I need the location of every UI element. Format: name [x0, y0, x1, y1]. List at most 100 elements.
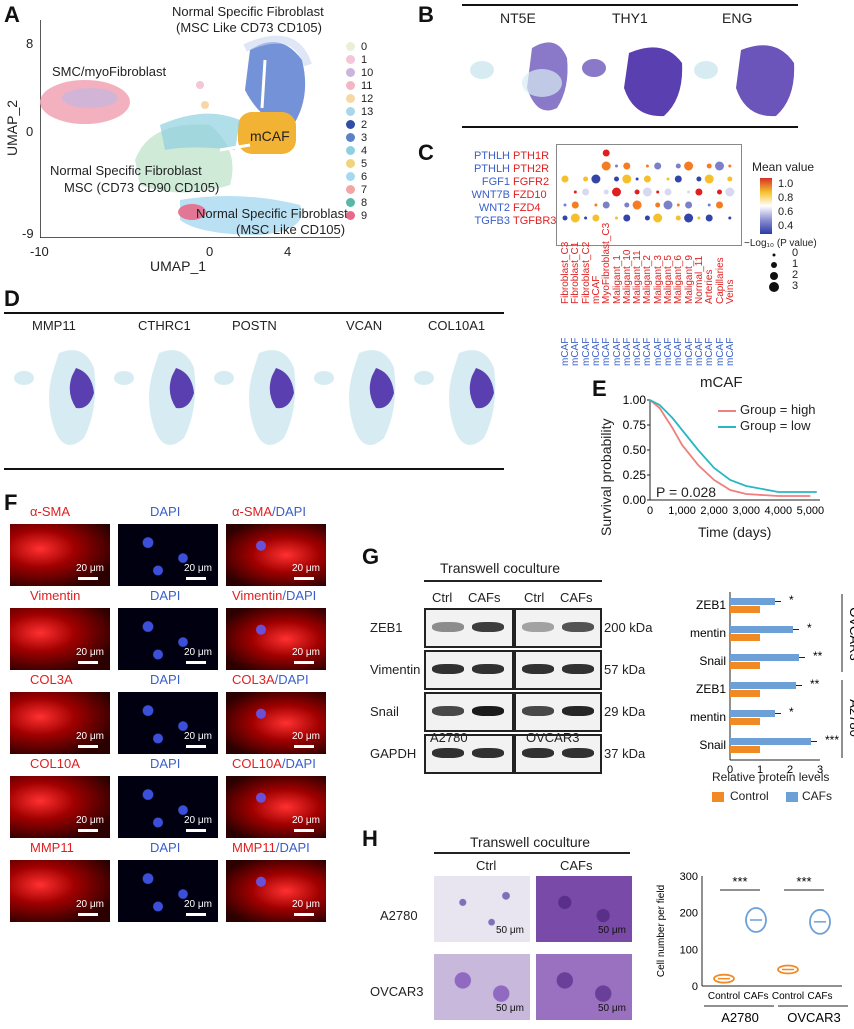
legend-item-2: 2	[346, 118, 386, 131]
g-bar-significance: **	[810, 677, 820, 691]
km-line-low	[649, 399, 817, 493]
dot-2-16	[727, 176, 733, 182]
legend-item-3: 3	[346, 131, 386, 144]
dot-3-12	[687, 190, 691, 194]
dot-2-13	[696, 176, 702, 182]
f-merge-label: MMP11/DAPI	[232, 840, 310, 855]
f-merge-marker: α-SMA	[232, 504, 273, 519]
h-ytick: 100	[680, 944, 698, 956]
label-nsm2: MSC (CD73 CD90 CD105)	[64, 180, 220, 195]
h-ytick: 300	[680, 871, 698, 883]
g-legend-control: Control	[730, 789, 769, 803]
dot-2-5	[614, 176, 619, 182]
g-band	[432, 748, 464, 758]
dot-5-3	[592, 214, 600, 222]
ligand-label: TGFB3	[474, 215, 510, 227]
legend-swatch	[346, 81, 355, 90]
column-prefix: mCAF	[570, 337, 582, 366]
dot-3-1	[573, 190, 577, 194]
km-ytick: 0.00	[623, 493, 647, 507]
dot-1-8	[645, 164, 649, 168]
km-legend-high: Group = high	[740, 402, 816, 417]
km-legend-low: Group = low	[740, 418, 811, 433]
km-line-high	[649, 399, 811, 497]
dot-5-16	[728, 216, 732, 220]
dot-5-14	[705, 214, 713, 222]
umap-ytick-neg9: -9	[22, 226, 34, 241]
f-scale-bar	[186, 577, 206, 580]
panel-label-d: D	[4, 286, 20, 311]
g-bar-cafs	[730, 682, 796, 689]
legend-item-6: 6	[346, 170, 386, 183]
legend-label: 4	[361, 144, 368, 157]
column-label: MyoFibroblast_C3	[601, 222, 613, 304]
h-xtick: Control	[772, 991, 804, 1002]
h-significance: ***	[732, 874, 747, 889]
g-band	[522, 748, 554, 758]
g-bar-control	[730, 746, 760, 753]
panel-b-topline	[462, 4, 798, 6]
f-merge-label: COL3A/DAPI	[232, 672, 309, 687]
g-band	[562, 664, 594, 674]
receptor-label: FZD4	[513, 202, 541, 214]
label-nsf3b: (MSC Like CD105)	[236, 222, 346, 237]
f-merge-label: α-SMA/DAPI	[232, 504, 306, 519]
dot-3-7	[634, 189, 640, 195]
km-chart: 1.00 0.75 0.50 0.25 0.00 0 1,000 2,000 3,000 4,00…	[560, 392, 850, 547]
legend-swatch	[346, 94, 355, 103]
dot-3-10	[664, 188, 672, 196]
f-scale-bar	[78, 577, 98, 580]
f-scale-bar	[186, 661, 206, 664]
g-blot-box	[424, 608, 514, 648]
f-scale-bar	[294, 913, 314, 916]
f-merge-label: Vimentin/DAPI	[232, 588, 316, 603]
g-blot-box	[424, 734, 514, 774]
pval-title: −Log₁₀ (P value)	[744, 238, 817, 249]
g-kda-label: 57 kDa	[604, 662, 646, 677]
f-merge-dapi: /DAPI	[282, 588, 317, 603]
column-label: Fibroblast_C2	[580, 241, 592, 304]
f-merge-marker: COL3A	[232, 672, 275, 687]
dot-5-5	[615, 216, 618, 220]
f-micrograph: 20 μm	[10, 524, 110, 586]
g-col-ctrl-1: Ctrl	[432, 590, 453, 605]
ligand-label: WNT7B	[471, 189, 511, 201]
panel-label-g: G	[362, 544, 380, 569]
km-ytick: 0.75	[623, 418, 647, 432]
column-prefix: mCAF	[673, 337, 685, 366]
f-micrograph: 20 μm	[10, 860, 110, 922]
g-kda-label: 200 kDa	[604, 620, 653, 635]
dot-3-13	[695, 188, 703, 196]
h-col-cafs: CAFs	[560, 858, 593, 873]
f-micrograph: 20 μm	[118, 524, 218, 586]
g-band	[472, 622, 504, 632]
dot-3-4	[603, 189, 609, 195]
panel-label-c: C	[418, 140, 434, 165]
g-protein-label: GAPDH	[370, 746, 417, 761]
gene-nt5e: NT5E	[500, 10, 536, 26]
h-micrograph: 50 μm	[434, 954, 530, 1020]
panel-label-h: H	[362, 826, 378, 851]
column-label: Capillaries	[714, 257, 726, 304]
legend-label: 7	[361, 183, 368, 196]
g-bar-cafs	[730, 626, 793, 633]
receptor-label: FZD10	[513, 189, 547, 201]
legend-swatch	[346, 146, 355, 155]
g-band	[432, 706, 464, 716]
g-bar-control	[730, 718, 760, 725]
dot-1-6	[623, 162, 631, 170]
dot-4-14	[707, 203, 711, 207]
dot-4-0	[563, 203, 567, 207]
g-col-cafs-1: CAFs	[468, 590, 501, 605]
legend-item-11: 11	[346, 79, 386, 92]
f-micrograph: 20 μm	[226, 524, 326, 586]
dot-1-5	[615, 164, 618, 168]
legend-label: 0	[361, 40, 368, 53]
dot-4-11	[676, 203, 680, 207]
dot-2-14	[704, 174, 714, 184]
g-bar-xlabel: Relative protein levels	[712, 770, 830, 784]
legend-item-7: 7	[346, 183, 386, 196]
h-violin	[713, 973, 735, 984]
label-nsf3a: Normal Specific Fibroblast	[196, 206, 348, 221]
g-kda-label: 37 kDa	[604, 746, 646, 761]
